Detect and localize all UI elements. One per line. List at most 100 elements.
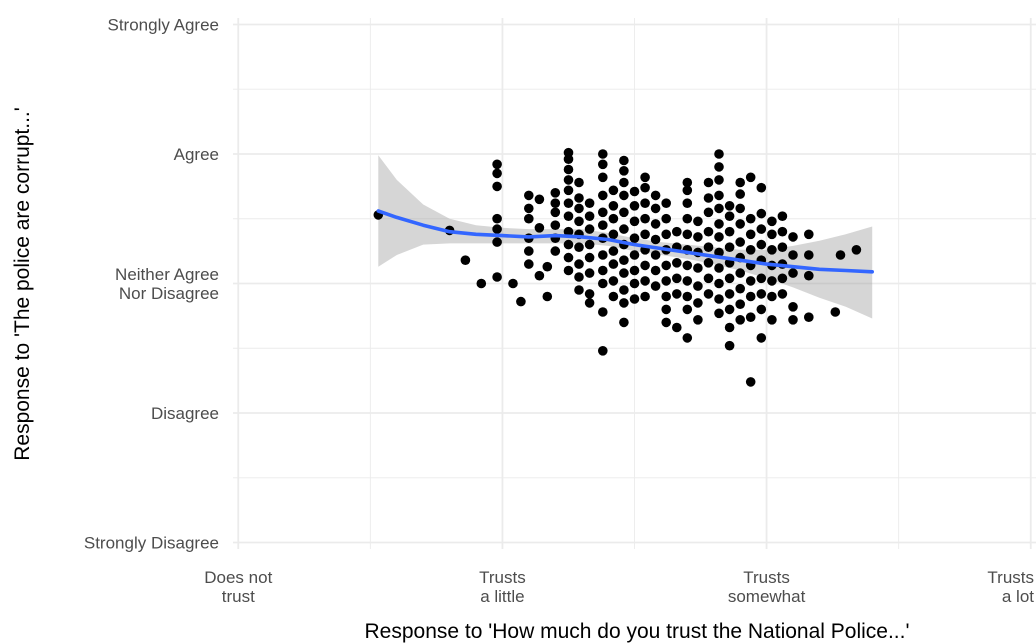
data-point [661,260,671,271]
y-axis-title: Response to 'The police are corrupt...' [11,107,34,461]
data-point [672,289,682,299]
data-point [661,213,671,224]
data-point [650,190,661,201]
data-point [640,198,650,208]
data-point [574,285,584,295]
data-point [460,255,471,265]
data-point [767,245,777,255]
data-point [777,211,788,221]
data-point [735,189,745,199]
data-point [619,285,629,295]
data-point [703,258,714,268]
data-point [524,259,534,269]
data-point [756,224,767,234]
data-point [619,255,629,265]
data-point [714,308,724,319]
data-point [574,193,584,203]
data-point [672,322,682,333]
data-point [619,177,629,188]
data-point [777,242,788,252]
data-point [598,220,608,230]
data-point [550,188,561,198]
data-point [598,307,608,317]
data-point [542,291,553,302]
data-point [619,224,629,234]
data-point [693,263,703,273]
data-point [598,159,608,170]
data-point [682,177,693,188]
data-point [735,268,745,278]
data-point [756,273,767,284]
y-axis-ticks: Strongly Disagree Disagree Neither Agree No… [84,15,219,552]
data-point [735,203,745,214]
data-point [629,265,640,276]
data-point [745,312,756,323]
data-point [574,242,584,252]
data-point [682,260,693,271]
data-point [608,229,619,240]
data-point [608,291,619,302]
data-point [682,304,693,315]
data-point [661,276,671,286]
data-point [703,226,714,237]
data-point [619,268,629,278]
data-point [661,304,671,315]
data-point [714,247,724,258]
data-point [703,177,714,188]
data-point [804,229,814,240]
data-point [598,278,608,289]
data-point [640,260,650,271]
data-point [693,315,703,325]
data-point [788,268,798,278]
data-point [492,168,502,179]
data-point [563,198,574,208]
x-axis-ticks: Does not trust Trusts a little Trusts somewha… [204,568,1034,606]
confidence-ribbon-layer [378,155,873,319]
data-point [550,198,561,208]
data-point [524,213,534,224]
y-tick-label: Agree [174,145,219,164]
data-point [777,226,788,237]
data-point [714,294,724,304]
data-point [574,203,584,214]
data-point [598,149,608,159]
data-point [714,190,724,201]
data-point [756,304,767,315]
data-point [661,317,671,328]
data-point [563,265,574,276]
data-point [492,272,502,282]
data-point [629,233,640,243]
data-point [767,315,777,325]
x-tick-label: Trusts somewhat [728,568,806,606]
data-point [767,291,777,302]
data-points-layer [373,147,862,387]
data-point [650,234,661,245]
data-point [735,177,745,188]
data-point [714,263,724,273]
data-point [650,265,661,276]
data-point [714,219,724,229]
data-point [735,237,745,247]
data-point [756,289,767,299]
data-point [508,278,518,289]
data-point [574,216,584,227]
data-point [788,232,798,242]
data-point [672,273,682,284]
data-point [767,216,777,227]
data-point [756,239,767,250]
data-point [745,377,756,387]
data-point [745,245,756,255]
data-point [608,246,619,256]
data-point [598,172,608,183]
data-point [724,304,735,315]
data-point [640,182,650,193]
data-point [804,250,814,260]
smooth-line-layer [376,209,874,274]
data-point [661,229,671,240]
data-point [756,208,767,219]
data-point [830,307,841,317]
data-point [672,226,682,237]
data-point [724,273,735,284]
data-point [492,159,502,170]
data-point [619,166,629,176]
